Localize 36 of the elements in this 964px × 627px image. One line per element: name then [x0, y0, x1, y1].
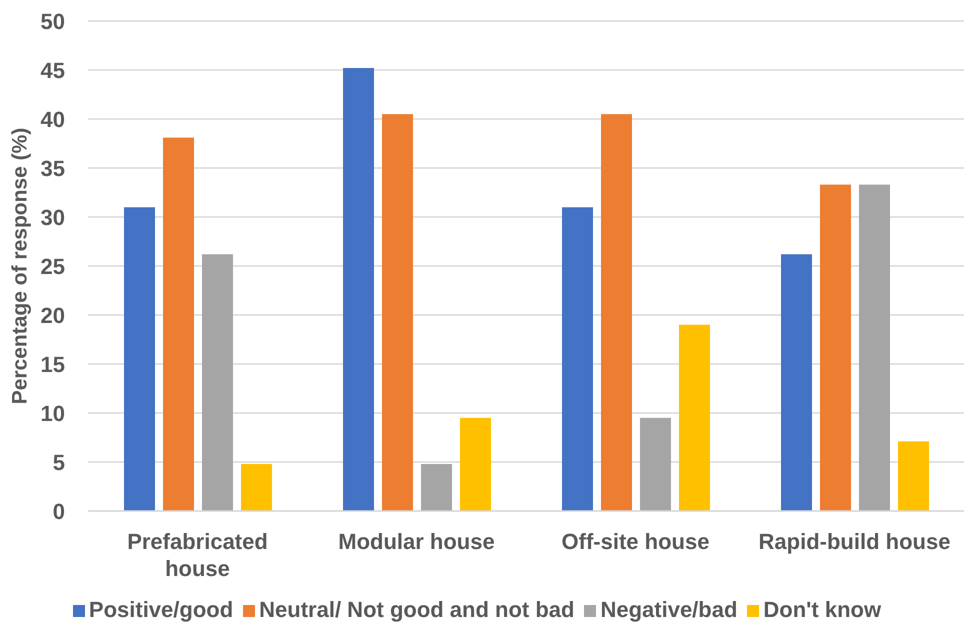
- legend-label: Negative/bad: [600, 597, 738, 622]
- bar: [202, 254, 233, 511]
- x-tick-label: Prefabricated house: [127, 529, 268, 581]
- y-axis-title: Percentage of response (%): [8, 128, 32, 404]
- bar: [124, 207, 155, 511]
- x-tick-label: Modular house: [338, 529, 495, 554]
- bar: [382, 114, 413, 511]
- legend-label: Positive/good: [88, 597, 234, 622]
- bar: [601, 114, 632, 511]
- bar: [640, 418, 671, 511]
- bar: [421, 464, 452, 511]
- bar: [163, 138, 194, 511]
- legend-label: Don't know: [763, 597, 882, 622]
- bar: [241, 464, 272, 511]
- y-tick-label: 5: [52, 450, 65, 475]
- y-tick-label: 35: [40, 156, 65, 181]
- y-tick-label: 20: [40, 302, 65, 328]
- bar: [343, 68, 374, 511]
- legend-label: Neutral/ Not good and not bad: [259, 597, 574, 622]
- y-tick-label: 40: [40, 106, 65, 132]
- x-tick-label: Rapid-build house: [758, 529, 950, 554]
- y-tick-label: 45: [40, 58, 65, 83]
- bar: [679, 324, 710, 511]
- bar: [781, 254, 812, 511]
- y-tick-label: 25: [40, 254, 65, 279]
- y-tick-label: 10: [40, 400, 65, 426]
- x-tick-label: Off-site house: [562, 529, 710, 554]
- bar: [460, 418, 491, 511]
- bar: [562, 207, 593, 511]
- y-tick-label: 50: [40, 8, 65, 34]
- bar: [820, 184, 851, 511]
- bar: [898, 441, 929, 511]
- y-tick-label: 30: [40, 204, 65, 230]
- y-tick-label: 0: [52, 498, 65, 524]
- y-tick-label: 15: [40, 352, 65, 377]
- bar: [859, 184, 890, 511]
